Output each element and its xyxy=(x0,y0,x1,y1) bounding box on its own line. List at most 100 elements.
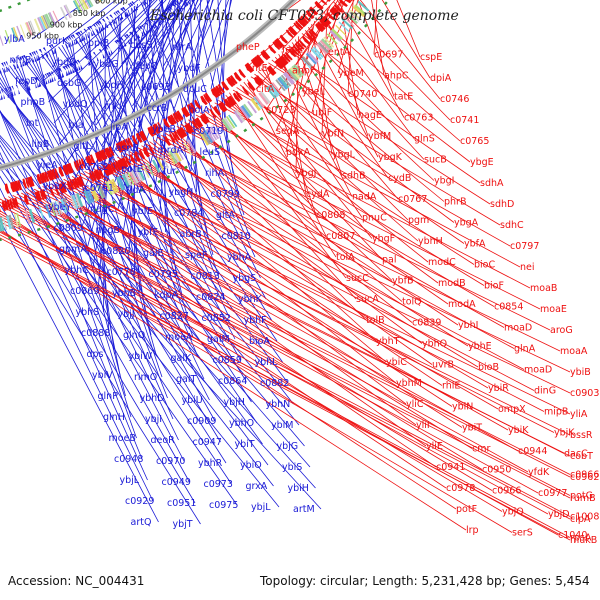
forward-gene-arrow xyxy=(25,177,30,188)
cog-block xyxy=(258,92,269,105)
gene-label: ybjI xyxy=(145,414,162,425)
connector-line xyxy=(0,151,148,481)
reverse-gene-arrow xyxy=(125,33,133,44)
gene-label: mipB xyxy=(544,407,568,418)
gene-label: ybgS xyxy=(233,273,257,284)
cog-block xyxy=(11,27,18,42)
cog-block xyxy=(29,20,37,34)
forward-gene-arrow xyxy=(305,9,315,19)
gene-label: c0951 xyxy=(167,498,196,509)
gene-label: moaE xyxy=(540,304,567,315)
forward-gene-arrow xyxy=(256,75,265,85)
gene-label: fepC xyxy=(136,61,158,72)
gene-label: galT xyxy=(176,374,196,385)
forward-gene-arrow xyxy=(242,86,250,96)
reverse-gene-arrow xyxy=(121,6,129,17)
forward-gene-arrow xyxy=(326,0,331,2)
cog-block xyxy=(16,25,23,40)
forward-gene-arrow xyxy=(99,150,106,161)
gene-label: fepD xyxy=(15,76,38,87)
forward-gene-arrow xyxy=(244,64,253,74)
gene-label: purK xyxy=(46,36,69,47)
reverse-gene-arrow xyxy=(66,64,73,75)
gene-label: c0888 xyxy=(81,328,110,339)
forward-gene-arrow xyxy=(27,177,33,188)
cog-block xyxy=(341,18,353,30)
gene-label: c0820 xyxy=(101,246,130,257)
cog-block xyxy=(156,157,165,171)
connector-line xyxy=(81,35,194,338)
forward-gene-arrow xyxy=(275,58,285,69)
gene-label: mukB xyxy=(570,535,597,546)
connector-line xyxy=(50,183,427,447)
forward-gene-arrow xyxy=(317,21,326,31)
reverse-gene-arrow xyxy=(74,60,81,71)
reverse-gene-arrow xyxy=(70,62,77,73)
gene-label: galK xyxy=(171,353,192,364)
cog-block xyxy=(45,203,52,218)
forward-gene-arrow xyxy=(101,149,108,160)
gene-label: c0970 xyxy=(156,456,185,467)
gene-label: bioB xyxy=(478,362,499,373)
reverse-gene-arrow xyxy=(66,37,73,47)
connector-line xyxy=(26,59,252,403)
connector-line xyxy=(91,30,272,321)
forward-gene-arrow xyxy=(51,169,57,180)
cog-block xyxy=(250,98,261,111)
forward-gene-arrow xyxy=(210,88,219,99)
reverse-gene-arrow xyxy=(88,25,96,36)
connector-line xyxy=(55,181,571,436)
gene-label: ppiB xyxy=(88,38,109,49)
forward-gene-arrow xyxy=(213,105,222,116)
forward-gene-arrow xyxy=(105,147,113,158)
gene-label: c0962 xyxy=(570,472,599,483)
gene-label: sucA xyxy=(356,294,379,305)
cog-block xyxy=(13,213,19,228)
reverse-gene-arrow xyxy=(0,89,6,100)
gene-label: yliE xyxy=(426,441,443,452)
cog-block xyxy=(187,140,197,154)
gene-label: dinG xyxy=(534,386,556,397)
connector-line xyxy=(221,0,227,132)
forward-gene-arrow xyxy=(229,74,238,85)
connector-line xyxy=(176,126,541,310)
forward-gene-arrow xyxy=(131,135,139,145)
reverse-gene-arrow xyxy=(22,55,29,66)
forward-gene-arrow xyxy=(14,197,19,208)
cog-block xyxy=(24,210,31,225)
cog-block xyxy=(52,201,59,216)
reverse-gene-arrow xyxy=(154,16,161,26)
forward-gene-arrow xyxy=(296,41,305,50)
reverse-gene-arrow xyxy=(19,56,25,67)
reverse-gene-arrow xyxy=(141,24,148,34)
gene-label: ybhH xyxy=(418,236,443,247)
gene-label: c0869 xyxy=(70,286,99,297)
gene-label: glnQ xyxy=(123,330,145,341)
forward-gene-arrow xyxy=(127,137,134,148)
gene-label: rnk xyxy=(105,101,121,112)
gene-label: lipB xyxy=(32,139,50,150)
gene-label: rhlE xyxy=(442,381,460,392)
connector-line xyxy=(157,137,551,331)
cog-block xyxy=(115,176,124,191)
forward-gene-arrow xyxy=(110,162,117,173)
cog-block xyxy=(280,74,292,87)
gene-label: serS xyxy=(512,528,533,539)
connector-line xyxy=(210,0,232,90)
connector-line xyxy=(48,0,155,103)
cog-block xyxy=(349,9,362,21)
forward-gene-arrow xyxy=(218,102,226,113)
cog-block xyxy=(94,0,99,5)
reverse-gene-arrow xyxy=(83,28,90,39)
gene-label: rumB xyxy=(570,493,596,504)
cog-block xyxy=(0,220,3,232)
cog-block xyxy=(354,4,367,16)
gene-label: c0827 xyxy=(160,311,189,322)
gene-label: ybhI xyxy=(458,320,478,331)
gene-label: ybjG xyxy=(277,441,299,452)
forward-gene-arrow xyxy=(173,130,181,141)
cog-block xyxy=(266,86,277,99)
reverse-gene-arrow xyxy=(141,0,146,6)
reverse-gene-arrow xyxy=(50,43,57,54)
gene-label: entE xyxy=(246,63,268,74)
